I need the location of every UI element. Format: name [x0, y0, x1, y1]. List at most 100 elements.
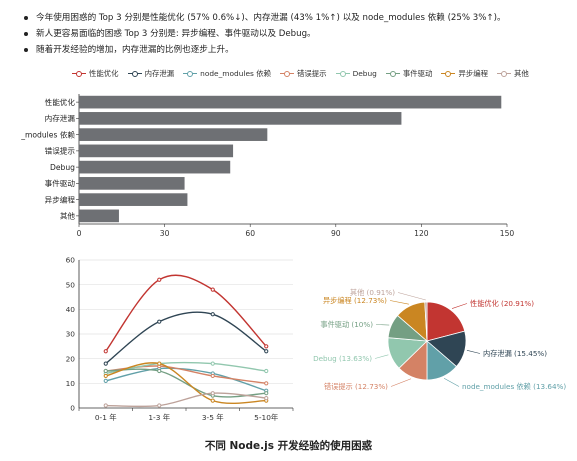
slice-label: 错误提示 (12.73%) — [324, 382, 388, 391]
series-line — [105, 311, 267, 365]
data-point — [264, 381, 269, 386]
legend-marker-icon — [335, 70, 350, 78]
x-tick-label: 90 — [331, 229, 341, 238]
legend-marker-icon — [183, 70, 198, 78]
x-tick-label: 150 — [500, 229, 515, 238]
category-label: 异步编程 — [45, 194, 76, 204]
bar — [79, 177, 185, 190]
slice-label: Debug (13.63%) — [313, 354, 372, 363]
data-point — [157, 319, 162, 324]
legend-item[interactable]: 事件驱动 — [385, 68, 433, 79]
x-tick-label: 120 — [414, 229, 429, 238]
data-point — [103, 373, 108, 379]
legend-label: 异步编程 — [458, 69, 489, 78]
data-point — [264, 391, 269, 396]
x-tick-label: 0-1 年 — [95, 413, 117, 422]
data-point — [103, 361, 108, 366]
figure-caption: 不同 Node.js 开发经验的使用困惑 — [204, 440, 373, 452]
data-point — [103, 378, 108, 383]
bar — [79, 144, 234, 158]
data-point — [157, 403, 162, 408]
pie-slice — [424, 301, 428, 342]
slice-label-leader — [390, 378, 412, 387]
bar — [79, 128, 268, 141]
x-tick-label: 30 — [160, 229, 170, 238]
legend-label: 内存泄漏 — [144, 69, 175, 78]
y-tick-label: 10 — [66, 379, 76, 388]
data-point — [157, 368, 162, 374]
legend-item[interactable]: Debug — [335, 68, 377, 79]
bar — [79, 112, 402, 125]
legend-marker-icon — [497, 70, 512, 78]
bar — [79, 95, 502, 109]
data-point — [264, 368, 269, 374]
category-label: _modules 依赖 — [20, 129, 75, 139]
series-line — [105, 361, 267, 375]
category-label: 事件驱动 — [45, 178, 76, 188]
bar — [79, 160, 231, 174]
legend-label: Debug — [352, 69, 377, 78]
x-tick-label: 0 — [77, 229, 82, 238]
data-point — [157, 361, 162, 366]
legend-item[interactable]: 其他 — [497, 68, 529, 79]
legend-marker-icon — [72, 70, 86, 78]
chart-legend: 性能优化 内存泄漏 node_modules 依赖 错误提示 Debug 事件驱动 异步编程… — [72, 68, 529, 79]
data-point — [103, 349, 108, 354]
legend-item[interactable]: 内存泄漏 — [127, 68, 175, 79]
y-tick-label: 40 — [66, 305, 76, 314]
legend-label: 性能优化 — [89, 69, 119, 78]
slice-label-leader — [389, 300, 409, 305]
slice-label-leader — [374, 354, 389, 359]
slice-label: 其他 (0.91%) — [350, 288, 395, 297]
data-point — [210, 361, 215, 366]
data-point — [210, 287, 215, 292]
category-label: 内存泄漏 — [45, 113, 76, 123]
data-point — [264, 396, 269, 401]
legend-marker-icon — [279, 70, 294, 78]
bar — [79, 209, 119, 223]
category-label: 错误提示 — [45, 146, 76, 156]
category-label: Debug — [50, 163, 75, 172]
y-tick-label: 30 — [66, 330, 76, 339]
series-line — [105, 392, 267, 408]
series-line — [105, 362, 267, 405]
x-tick-label: 1-3 年 — [148, 413, 170, 422]
data-point — [157, 277, 162, 282]
slice-label: 内存泄漏 (15.45%) — [483, 349, 547, 358]
pie-slice — [426, 301, 466, 342]
legend-label: node_modules 依赖 — [200, 69, 271, 78]
bullet-3: 随着开发经验的增加，内存泄漏的比例也逐步上升。 — [22, 42, 572, 58]
legend-label: 错误提示 — [296, 69, 327, 78]
legend-item[interactable]: 错误提示 — [279, 68, 327, 79]
x-tick-label: 5-10年 — [254, 413, 279, 422]
y-tick-label: 60 — [66, 256, 76, 265]
category-label: 其他 — [60, 211, 76, 221]
category-label: 性能优化 — [45, 97, 76, 107]
legend-item[interactable]: 异步编程 — [441, 68, 488, 79]
legend-marker-icon — [441, 70, 456, 78]
data-point — [210, 373, 215, 379]
x-tick-label: 3-5 年 — [202, 413, 224, 422]
slice-label: 异步编程 (12.73%) — [323, 296, 387, 305]
legend-label: 事件驱动 — [402, 69, 433, 78]
data-point — [264, 344, 269, 349]
legend-marker-icon — [385, 70, 400, 78]
series-line — [105, 274, 267, 352]
y-tick-label: 20 — [66, 354, 76, 363]
series-line — [105, 367, 267, 392]
data-point — [103, 403, 108, 408]
slice-label-leader — [466, 349, 481, 354]
summary-bullets: 今年使用困惑的 Top 3 分别是性能优化 (57% 0.6%↓)、内存泄漏 (… — [22, 10, 572, 58]
slice-label-leader — [443, 378, 460, 387]
bar — [79, 193, 188, 206]
data-point — [264, 349, 269, 354]
legend-marker-icon — [127, 70, 142, 78]
legend-item[interactable]: 性能优化 — [72, 68, 119, 79]
legend-item[interactable]: node_modules 依赖 — [183, 68, 271, 79]
slice-label: 事件驱动 (10%) — [320, 320, 373, 329]
data-point — [103, 368, 108, 374]
data-point — [210, 398, 215, 403]
